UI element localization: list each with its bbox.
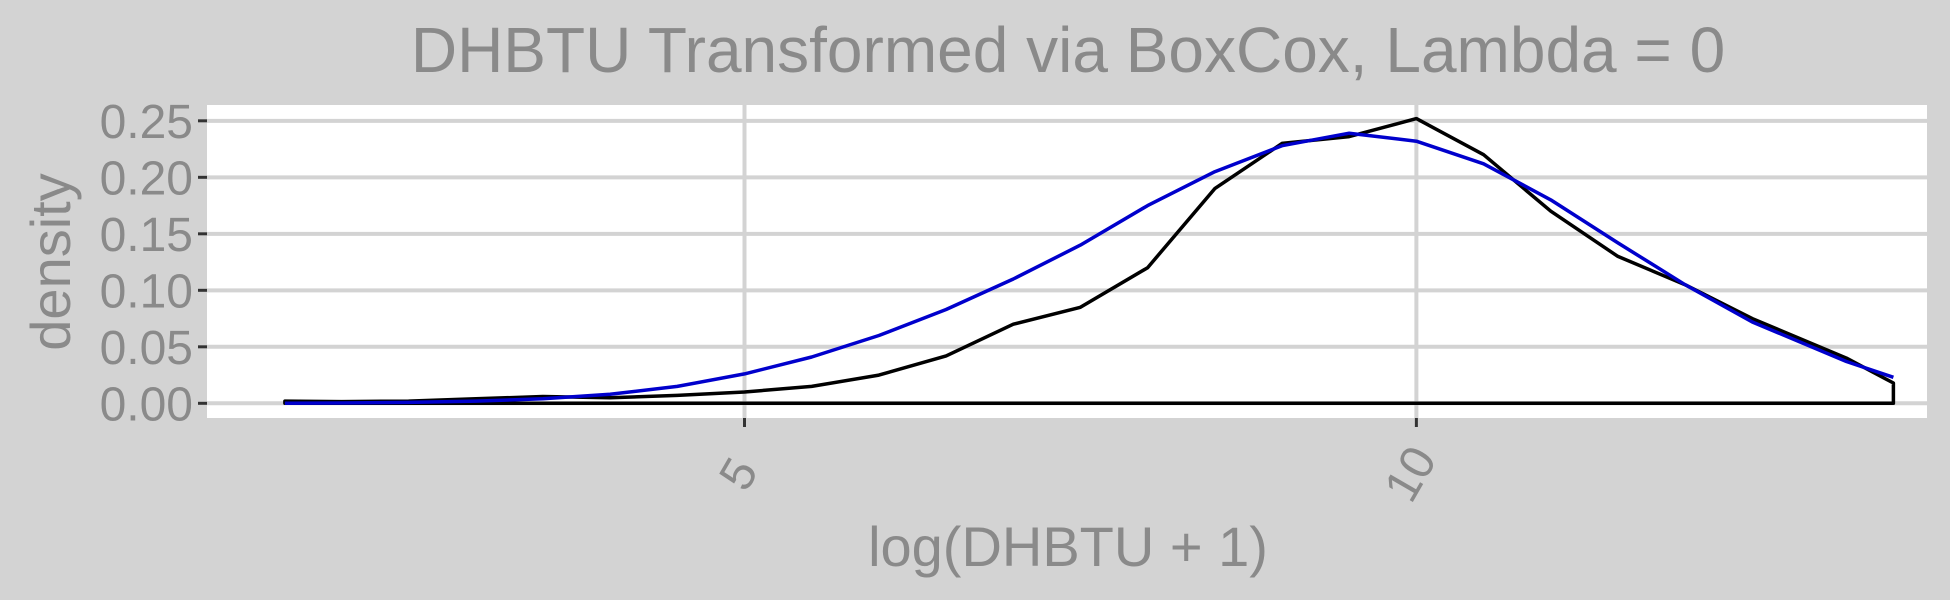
plot-panel (207, 105, 1927, 418)
series-layer (283, 116, 1896, 406)
chart-title: DHBTU Transformed via BoxCox, Lambda = 0 (411, 14, 1725, 86)
y-axis-title: density (19, 173, 82, 350)
y-tick-label: 0.20 (100, 152, 193, 205)
x-axis-title: log(DHBTU + 1) (868, 515, 1268, 578)
y-tick-label: 0.00 (100, 378, 193, 431)
axis-ticks: 0.000.050.100.150.200.255 10 (100, 96, 1448, 511)
y-tick-label: 0.25 (100, 96, 193, 149)
y-tick-label: 0.10 (100, 265, 193, 318)
normal-fit-curve (284, 131, 1894, 405)
y-tick-label: 0.05 (100, 322, 193, 375)
y-tick-label: 0.15 (100, 209, 193, 262)
